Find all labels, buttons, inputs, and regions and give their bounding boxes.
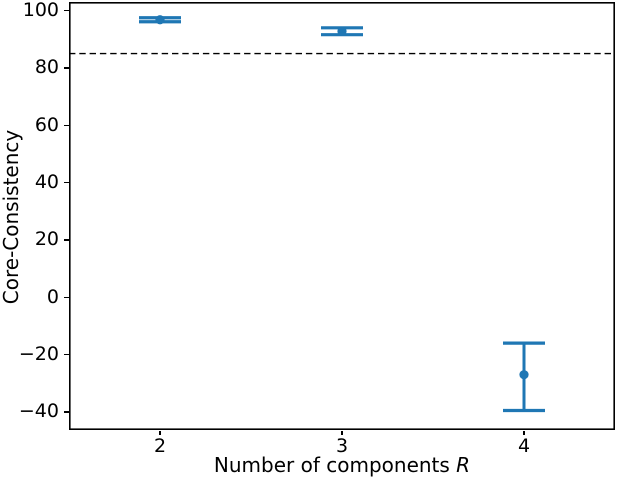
y-tick-mark xyxy=(64,124,69,126)
y-tick-label: −20 xyxy=(18,343,59,366)
y-tick-mark xyxy=(64,296,69,298)
data-point xyxy=(519,370,529,380)
y-tick-label: 0 xyxy=(46,285,59,308)
data-point xyxy=(337,26,347,36)
x-axis-label-variable: R xyxy=(456,453,471,477)
y-tick-mark xyxy=(64,9,69,12)
plot-area xyxy=(69,2,615,430)
x-tick-mark xyxy=(159,430,161,435)
y-tick-label: 80 xyxy=(34,56,59,79)
y-tick-mark xyxy=(64,411,69,413)
y-axis-label: Core-Consistency xyxy=(0,129,23,305)
y-tick-label: 20 xyxy=(34,228,59,251)
y-tick-label: 40 xyxy=(34,171,59,194)
y-tick-label: 60 xyxy=(34,113,59,136)
y-tick-mark xyxy=(64,239,69,241)
y-tick-label: −40 xyxy=(18,400,59,423)
x-axis-label-text: Number of components xyxy=(213,453,457,477)
y-tick-mark xyxy=(64,353,69,356)
x-tick-label: 3 xyxy=(335,435,349,457)
x-tick-mark xyxy=(523,430,525,435)
plot-canvas xyxy=(69,2,615,430)
y-tick-mark xyxy=(64,181,69,184)
x-tick-label: 4 xyxy=(517,435,531,457)
y-tick-label: 100 xyxy=(22,0,59,22)
x-axis-label: Number of components R xyxy=(69,453,615,477)
y-tick-mark xyxy=(64,67,69,69)
axes-frame xyxy=(69,2,615,430)
data-point xyxy=(155,15,165,25)
x-tick-mark xyxy=(341,430,343,435)
x-tick-label: 2 xyxy=(153,435,167,457)
